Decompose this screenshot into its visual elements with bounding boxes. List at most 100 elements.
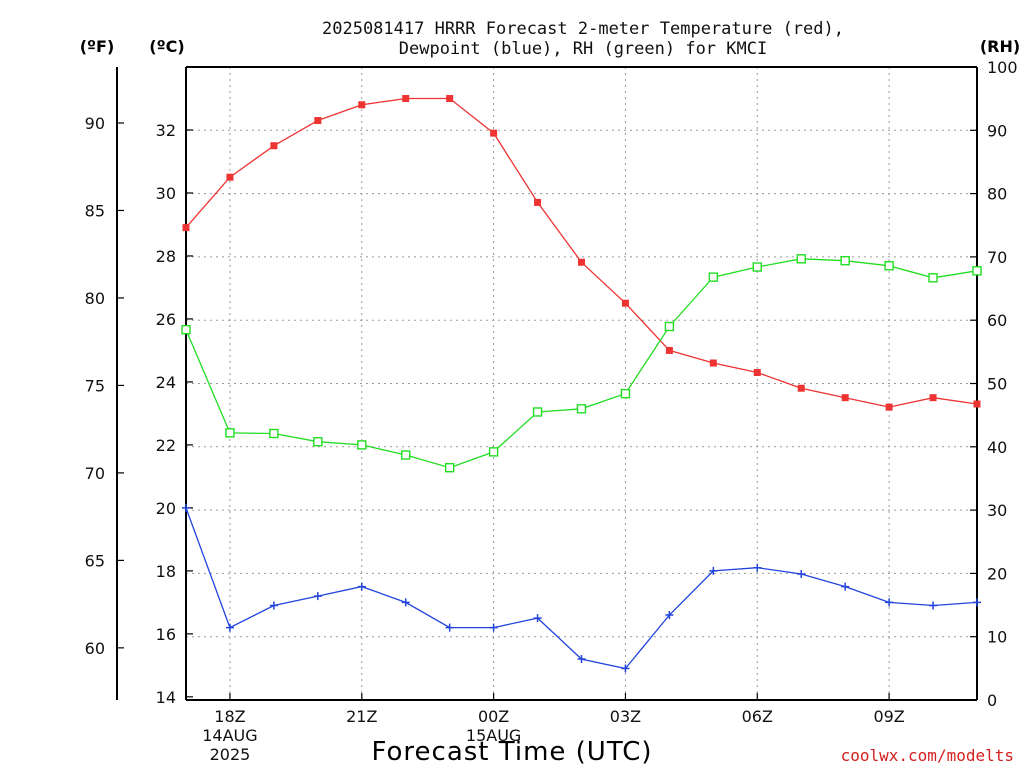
rh-unit-label: (RH) — [980, 37, 1020, 56]
rh-tick-label: 40 — [987, 438, 1007, 457]
rh-point — [928, 273, 938, 283]
rh-tick-label: 90 — [987, 121, 1007, 140]
temperature-point — [314, 117, 322, 125]
x-tick-label: 21Z — [346, 707, 377, 726]
temperature-point — [490, 129, 498, 137]
temperature-point — [270, 142, 278, 150]
rh-point — [796, 254, 806, 264]
dewpoint-series — [182, 503, 981, 673]
x-tick-label: 00Z — [478, 707, 509, 726]
dewpoint-point — [357, 582, 366, 591]
dewpoint-point — [797, 570, 806, 579]
dewpoint-point — [225, 623, 234, 632]
celsius-tick-label: 24 — [156, 373, 176, 392]
rh-tick-label: 50 — [987, 375, 1007, 394]
temperature-point — [665, 346, 673, 354]
dewpoint-point — [621, 664, 630, 673]
temperature-point — [841, 394, 849, 402]
x-tick-label: 03Z — [610, 707, 641, 726]
rh-point — [488, 447, 499, 457]
dewpoint-point — [973, 598, 981, 607]
x-tick-label: 2025 — [210, 745, 251, 764]
credit-text: coolwx.com/modelts — [841, 746, 1014, 765]
dewpoint-point — [313, 592, 322, 601]
rh-point — [840, 255, 850, 266]
fahrenheit-tick-label: 70 — [85, 464, 105, 483]
dewpoint-point — [577, 655, 586, 664]
axes — [116, 66, 978, 701]
fahrenheit-unit-label: (ºF) — [80, 37, 115, 56]
rh-tick-label: 20 — [987, 564, 1007, 583]
rh-point — [752, 262, 762, 272]
rh-tick-label: 0 — [987, 691, 997, 710]
rh-series — [181, 254, 982, 473]
dewpoint-line — [185, 507, 978, 670]
rh-point — [313, 437, 323, 447]
temperature-point — [226, 173, 234, 181]
dewpoint-point — [533, 614, 542, 623]
x-axis-label: Forecast Time (UTC) — [371, 737, 652, 767]
celsius-tick-label: 30 — [156, 184, 176, 203]
temperature-point — [797, 384, 805, 392]
temperature-point — [578, 258, 585, 266]
x-tick-label: 15AUG — [466, 726, 521, 745]
temperature-point — [402, 94, 410, 102]
temperature-point — [534, 198, 542, 206]
celsius-tick-label: 18 — [156, 562, 176, 581]
rh-point — [181, 324, 191, 335]
temperature-point — [753, 368, 761, 376]
celsius-tick-label: 32 — [156, 121, 176, 140]
temperature-point — [709, 359, 717, 367]
rh-point — [401, 450, 411, 460]
rh-point — [664, 321, 675, 332]
dewpoint-point — [665, 610, 674, 619]
fahrenheit-tick-label: 85 — [85, 201, 105, 220]
rh-line — [185, 258, 978, 469]
celsius-tick-label: 22 — [156, 436, 176, 455]
temperature-line — [185, 97, 978, 408]
dewpoint-point — [709, 566, 718, 575]
celsius-tick-label: 16 — [156, 625, 176, 644]
temperature-point — [973, 400, 981, 408]
x-tick-label: 14AUG — [202, 726, 257, 745]
fahrenheit-tick-label: 60 — [85, 639, 105, 658]
celsius-tick-label: 26 — [156, 310, 176, 329]
dewpoint-point — [401, 598, 410, 607]
temperature-point — [885, 403, 893, 411]
rh-tick-label: 60 — [987, 311, 1007, 330]
temperature-point — [929, 394, 937, 402]
temperature-point — [182, 224, 190, 232]
fahrenheit-tick-label: 80 — [85, 289, 105, 308]
x-tick-label: 06Z — [742, 707, 773, 726]
rh-tick-label: 80 — [987, 185, 1007, 204]
x-tick-label: 09Z — [873, 707, 904, 726]
rh-point — [620, 388, 631, 399]
rh-tick-label: 100 — [987, 58, 1018, 77]
dewpoint-point — [753, 563, 762, 572]
rh-tick-label: 70 — [987, 248, 1007, 267]
celsius-tick-label: 20 — [156, 499, 176, 518]
celsius-tick-label: 28 — [156, 247, 176, 266]
rh-point — [708, 272, 719, 282]
chart-subtitle: Dewpoint (blue), RH (green) for KMCI — [399, 39, 767, 59]
series — [181, 94, 982, 673]
rh-tick-label: 10 — [987, 628, 1007, 647]
dewpoint-point — [841, 582, 850, 591]
rh-point — [357, 440, 367, 450]
celsius-unit-label: (ºC) — [149, 37, 184, 56]
rh-point — [225, 428, 235, 438]
dewpoint-point — [445, 623, 454, 632]
rh-point — [972, 266, 982, 276]
dewpoint-point — [929, 601, 938, 610]
celsius-tick-label: 14 — [156, 688, 176, 707]
rh-point — [444, 462, 455, 473]
rh-point — [576, 404, 587, 414]
rh-point — [884, 261, 894, 271]
dewpoint-point — [269, 601, 278, 610]
fahrenheit-tick-label: 65 — [85, 551, 105, 570]
temperature-point — [446, 94, 454, 102]
grid-lines — [186, 67, 977, 700]
rh-tick-label: 30 — [987, 501, 1007, 520]
temperature-series — [182, 94, 981, 411]
